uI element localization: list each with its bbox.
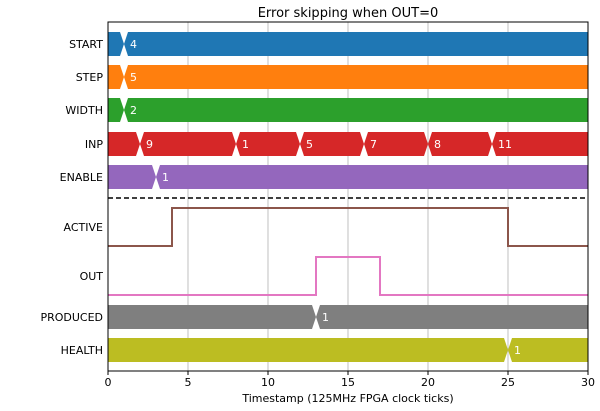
chart-title: Error skipping when OUT=0 xyxy=(258,6,439,21)
x-axis-ticks: 0 5 10 15 20 25 30 xyxy=(105,371,595,389)
bus-segment-width xyxy=(124,98,588,122)
bit-trace-active xyxy=(108,207,588,247)
x-tick-label: 5 xyxy=(185,376,192,389)
bus-segment-health xyxy=(108,338,508,362)
bus-segment-inp xyxy=(428,132,492,156)
bus-segment-produced xyxy=(316,305,588,329)
bus-segment-inp xyxy=(300,132,364,156)
signal-label-width: WIDTH xyxy=(65,104,103,117)
bus-segment-enable xyxy=(156,165,588,189)
bus-value-label: 1 xyxy=(242,138,249,151)
bus-value-label: 11 xyxy=(498,138,512,151)
bus-segment-inp xyxy=(108,132,140,156)
signal-label-enable: ENABLE xyxy=(60,171,103,184)
bus-segment-inp xyxy=(364,132,428,156)
signal-label-active: ACTIVE xyxy=(64,221,104,234)
bus-segment-start xyxy=(108,32,124,56)
x-tick-label: 15 xyxy=(341,376,355,389)
bus-segment-inp xyxy=(492,132,588,156)
signal-label-produced: PRODUCED xyxy=(40,311,103,324)
bit-trace-out xyxy=(108,256,588,296)
x-tick-label: 25 xyxy=(501,376,515,389)
bus-segment-inp xyxy=(236,132,300,156)
x-tick-label: 20 xyxy=(421,376,435,389)
bus-value-label: 5 xyxy=(130,71,137,84)
x-tick-label: 0 xyxy=(105,376,112,389)
signal-label-start: START xyxy=(69,38,103,51)
bus-value-label: 8 xyxy=(434,138,441,151)
bus-value-label: 1 xyxy=(514,344,521,357)
bus-segment-enable xyxy=(108,165,156,189)
bus-value-label: 1 xyxy=(162,171,169,184)
x-tick-label: 10 xyxy=(261,376,275,389)
bus-value-label: 2 xyxy=(130,104,137,117)
x-tick-label: 30 xyxy=(581,376,595,389)
bus-segment-inp xyxy=(140,132,236,156)
x-axis-label: Timestamp (125MHz FPGA clock ticks) xyxy=(241,392,453,405)
bus-value-label: 9 xyxy=(146,138,153,151)
signal-label-out: OUT xyxy=(80,270,104,283)
bus-value-label: 5 xyxy=(306,138,313,151)
bus-segment-step xyxy=(108,65,124,89)
bus-segment-start xyxy=(124,32,588,56)
bus-segment-width xyxy=(108,98,124,122)
bus-segment-produced xyxy=(108,305,316,329)
signal-label-step: STEP xyxy=(76,71,104,84)
bus-value-label: 1 xyxy=(322,311,329,324)
bus-segment-step xyxy=(124,65,588,89)
bus-value-label: 7 xyxy=(370,138,377,151)
bus-value-label: 4 xyxy=(130,38,137,51)
signal-label-inp: INP xyxy=(85,138,103,151)
bus-segment-health xyxy=(508,338,588,362)
signal-label-health: HEALTH xyxy=(61,344,103,357)
